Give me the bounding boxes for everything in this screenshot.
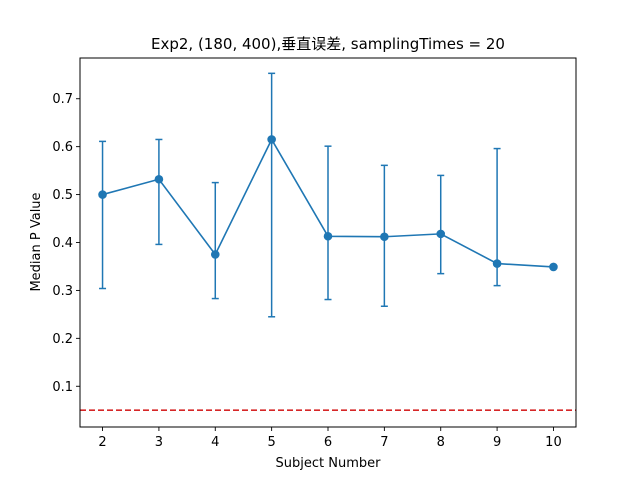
y-tick-label: 0.7 xyxy=(52,92,73,107)
y-tick-label: 0.6 xyxy=(52,140,73,155)
y-tick-label: 0.5 xyxy=(52,188,73,203)
y-tick-label: 0.3 xyxy=(52,284,73,299)
x-tick-label: 2 xyxy=(98,435,106,450)
y-tick-label: 0.4 xyxy=(52,236,73,251)
chart-title: Exp2, (180, 400),垂直误差, samplingTimes = 2… xyxy=(151,35,505,53)
data-point xyxy=(549,262,558,272)
y-tick-label: 0.2 xyxy=(52,332,73,347)
x-axis: 2 3 4 5 6 7 8 9 10 xyxy=(98,427,562,450)
data-point xyxy=(323,231,333,241)
x-tick-label: 6 xyxy=(324,435,332,450)
x-tick-label: 5 xyxy=(267,435,275,450)
y-axis-label: Median P Value xyxy=(29,192,44,291)
x-tick-label: 8 xyxy=(437,435,445,450)
data-point xyxy=(210,250,220,259)
x-tick-label: 4 xyxy=(211,435,219,450)
y-axis: 0.1 0.2 0.3 0.4 0.5 0.6 0.7 xyxy=(52,92,80,395)
data-point xyxy=(154,174,164,184)
x-axis-label: Subject Number xyxy=(276,456,382,471)
y-tick-label: 0.1 xyxy=(52,380,73,395)
x-tick-label: 7 xyxy=(380,435,388,450)
x-tick-label: 9 xyxy=(493,435,501,450)
data-point xyxy=(98,190,107,199)
data-point xyxy=(267,135,276,144)
x-tick-label: 3 xyxy=(155,435,163,450)
plot-area xyxy=(80,72,576,412)
data-point xyxy=(380,232,389,242)
data-point xyxy=(492,259,502,268)
data-point xyxy=(436,229,446,239)
x-tick-label: 10 xyxy=(545,435,562,450)
